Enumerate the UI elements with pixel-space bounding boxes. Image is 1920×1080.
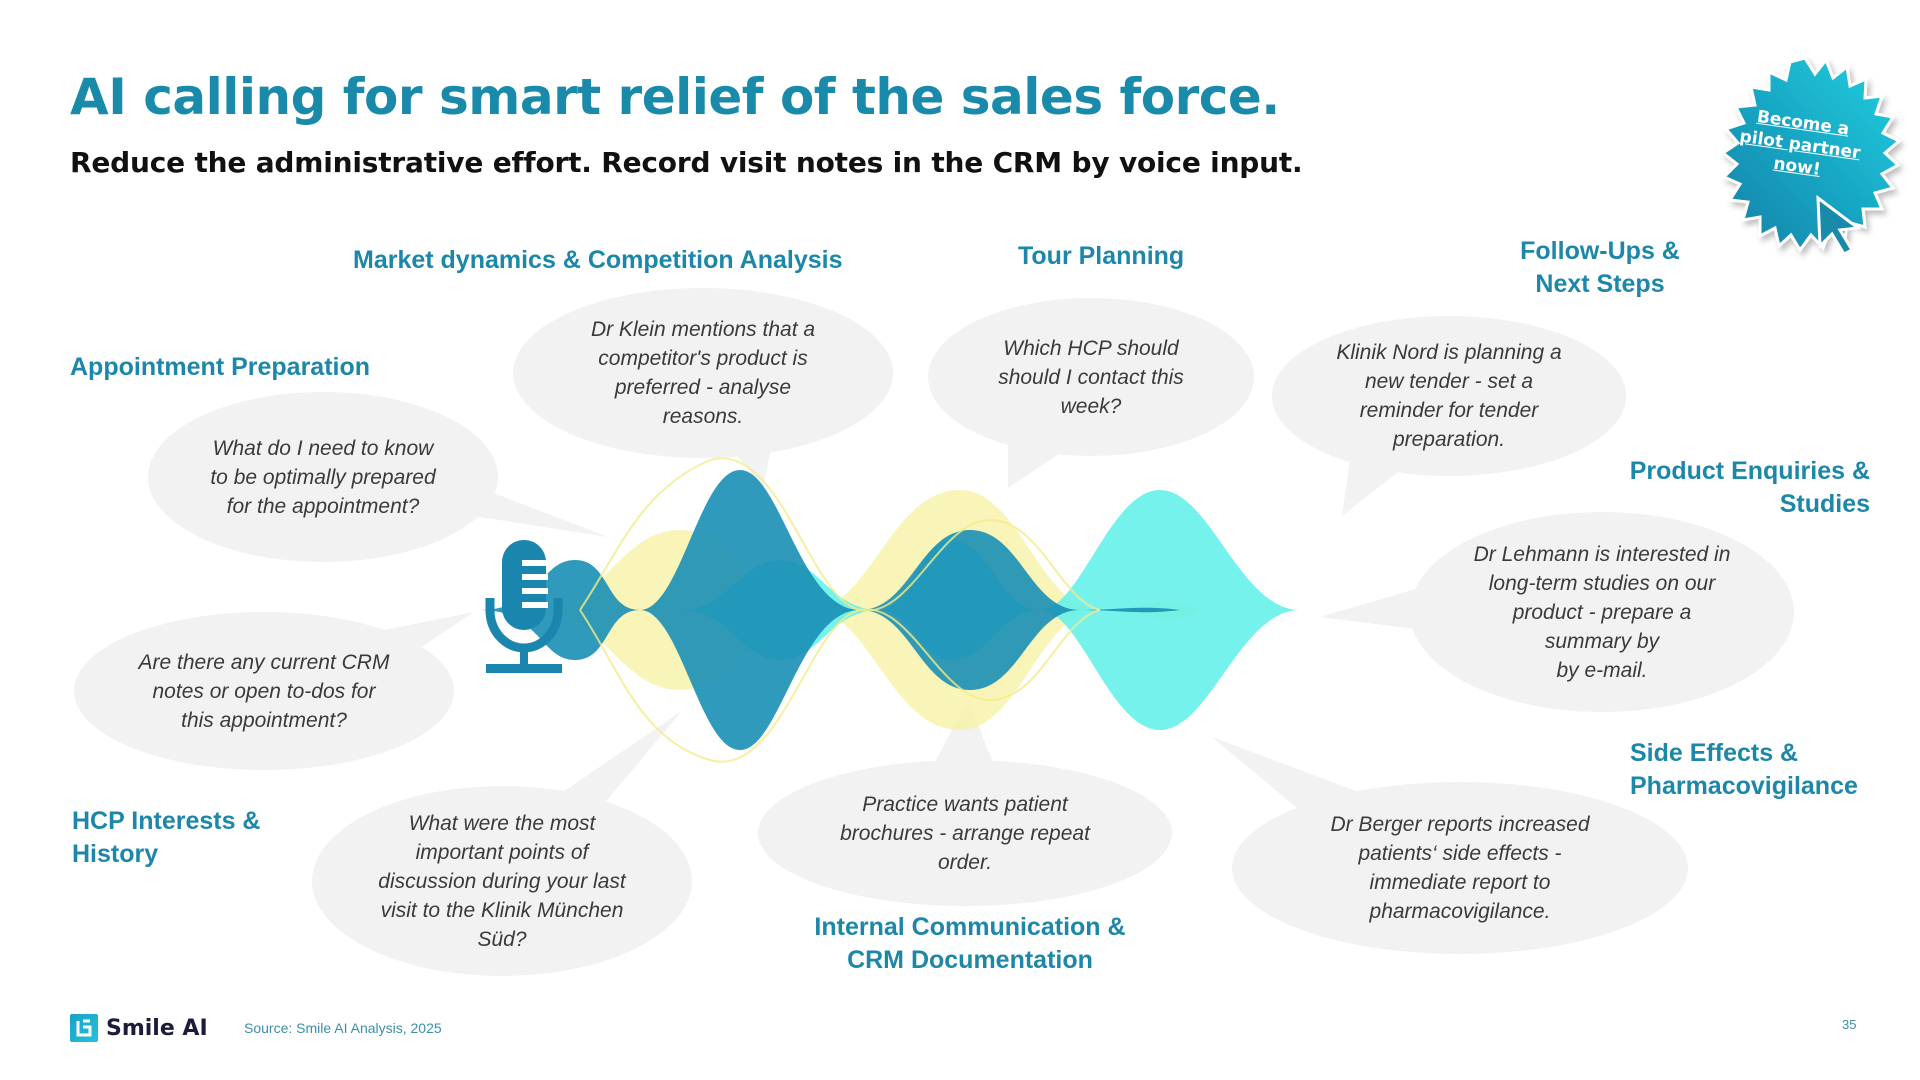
page-number: 35 bbox=[1842, 1017, 1857, 1032]
bubble-shape bbox=[1320, 512, 1794, 712]
speech-bubble-internal-comm: Practice wants patient brochures - arran… bbox=[758, 700, 1172, 906]
bubble-text: Dr Berger reports increased patients‘ si… bbox=[1330, 813, 1590, 923]
bubble-text: Klinik Nord is planning a new tender - s… bbox=[1336, 341, 1562, 451]
slide-title: AI calling for smart relief of the sales… bbox=[70, 68, 1280, 126]
brand-name: Smile AI bbox=[106, 1015, 208, 1041]
bubble-text: Are there any current CRM notes or open … bbox=[138, 650, 390, 732]
bubble-shape bbox=[74, 612, 474, 770]
voice-waveform-graphic bbox=[480, 457, 1300, 763]
bubble-text: Practice wants patient brochures - arran… bbox=[840, 792, 1090, 874]
category-follow-ups: Follow-Ups & Next Steps bbox=[1520, 237, 1680, 298]
bubble-shape bbox=[1272, 316, 1626, 516]
speech-bubble-side-effects: Dr Berger reports increased patients‘ si… bbox=[1212, 737, 1688, 954]
category-appointment-preparation: Appointment Preparation bbox=[70, 353, 371, 381]
bubble-shape bbox=[928, 298, 1254, 488]
speech-bubble-crm-notes: Are there any current CRM notes or open … bbox=[74, 612, 474, 770]
pilot-partner-badge[interactable] bbox=[1700, 50, 1910, 260]
bubble-text: Dr Lehmann is interested in long-term st… bbox=[1473, 542, 1731, 682]
bubble-shape bbox=[312, 711, 692, 976]
bubble-shape bbox=[758, 700, 1172, 906]
speech-bubble-hcp-history: What were the most important points of d… bbox=[312, 711, 692, 976]
slide-subtitle: Reduce the administrative effort. Record… bbox=[70, 146, 1303, 179]
bubble-shape bbox=[513, 288, 893, 488]
cursor-arrow-icon bbox=[1816, 194, 1862, 256]
speech-bubble-tour: Which HCP should should I contact this w… bbox=[928, 298, 1254, 488]
bubble-text: What were the most important points of d… bbox=[378, 811, 626, 951]
source-note: Source: Smile AI Analysis, 2025 bbox=[244, 1020, 442, 1036]
bubble-text: Dr Klein mentions that a competitor's pr… bbox=[590, 318, 816, 428]
category-product-enquiries: Product Enquiries & Studies bbox=[1629, 457, 1870, 518]
category-tour-planning: Tour Planning bbox=[1018, 242, 1185, 270]
category-internal-communication: Internal Communication & CRM Documentati… bbox=[814, 913, 1126, 974]
speech-bubble-follow-up: Klinik Nord is planning a new tender - s… bbox=[1272, 316, 1626, 516]
speech-bubble-product: Dr Lehmann is interested in long-term st… bbox=[1320, 512, 1794, 712]
speech-bubble-appointment-prep: What do I need to know to be optimally p… bbox=[148, 392, 608, 562]
bubble-shape bbox=[1212, 737, 1688, 954]
bubble-text: Which HCP should should I contact this w… bbox=[998, 336, 1184, 418]
category-market-dynamics: Market dynamics & Competition Analysis bbox=[353, 246, 843, 274]
microphone-icon bbox=[485, 540, 563, 673]
category-hcp-interests: HCP Interests & History bbox=[72, 807, 261, 868]
smile-ai-logo-icon bbox=[70, 1014, 98, 1042]
bubble-text: What do I need to know to be optimally p… bbox=[210, 436, 436, 518]
bubble-shape bbox=[148, 392, 608, 562]
brand-logo: Smile AI bbox=[70, 1014, 208, 1042]
speech-bubble-market: Dr Klein mentions that a competitor's pr… bbox=[513, 288, 893, 488]
category-side-effects: Side Effects & Pharmacovigilance bbox=[1630, 739, 1858, 800]
